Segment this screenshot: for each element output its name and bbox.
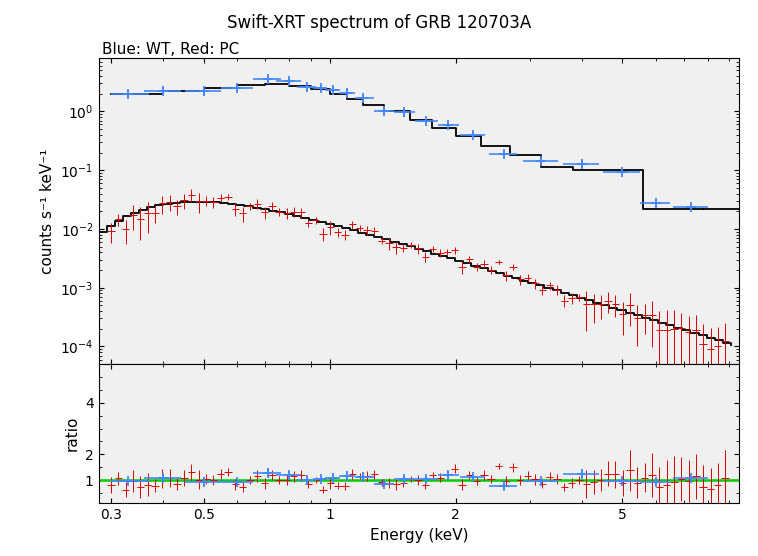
Text: Swift-XRT spectrum of GRB 120703A: Swift-XRT spectrum of GRB 120703A [227, 14, 531, 32]
Y-axis label: counts s⁻¹ keV⁻¹: counts s⁻¹ keV⁻¹ [39, 148, 55, 274]
X-axis label: Energy (keV): Energy (keV) [370, 528, 468, 543]
Text: Blue: WT, Red: PC: Blue: WT, Red: PC [102, 42, 240, 57]
Y-axis label: ratio: ratio [64, 416, 80, 451]
